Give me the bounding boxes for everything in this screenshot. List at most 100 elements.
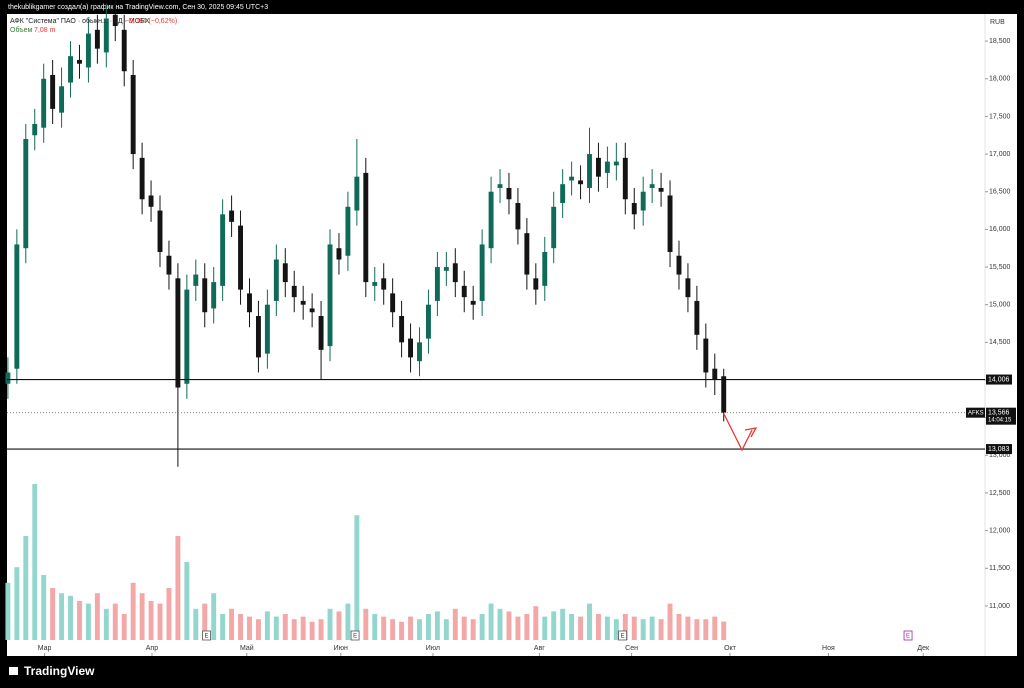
candle-body	[255, 315, 261, 358]
volume-bar	[470, 619, 476, 640]
volume-bar	[50, 588, 56, 640]
volume-bar	[658, 619, 664, 640]
volume-bar	[488, 603, 494, 640]
volume-bar	[336, 611, 342, 640]
candle-body	[148, 195, 154, 207]
volume-bar	[569, 614, 575, 640]
volume-bar	[703, 619, 709, 640]
price-change: −0,084 (−0,62%)	[125, 18, 177, 25]
last-price-label: 13,566	[988, 410, 1010, 417]
candle-body	[23, 139, 29, 249]
volume-bar	[77, 601, 82, 640]
candle-body	[139, 157, 145, 200]
candle-body	[59, 86, 65, 113]
volume-bar	[103, 608, 109, 640]
logo-mark	[9, 667, 18, 675]
candle-body	[569, 176, 575, 181]
candle-body	[479, 244, 485, 301]
volume-bar	[291, 619, 297, 640]
volume-bar	[649, 616, 655, 640]
volume-bar	[121, 614, 127, 640]
candle-body	[112, 14, 118, 27]
candle-body	[121, 29, 127, 72]
volume-title: Объем	[10, 26, 32, 34]
volume-bar	[390, 619, 396, 640]
volume-bar	[5, 582, 11, 640]
candle-body	[41, 78, 47, 128]
volume-bar	[139, 593, 145, 640]
candle-body	[85, 33, 91, 68]
volume-bar	[622, 614, 628, 640]
event-marker	[350, 630, 360, 641]
candle-body	[354, 176, 360, 211]
x-tick-label: Авг	[534, 645, 545, 652]
candle-body	[470, 300, 476, 305]
volume-bar	[175, 536, 181, 640]
candle-body	[103, 18, 109, 53]
candle-body	[399, 315, 405, 343]
candle-body	[712, 368, 718, 380]
volume-bar	[238, 614, 243, 640]
candle-body	[211, 282, 217, 309]
volume-bar	[363, 608, 369, 640]
volume-bar	[354, 515, 360, 640]
candle-body	[68, 56, 73, 83]
candle-body	[202, 278, 208, 313]
volume-bar	[425, 614, 431, 640]
symbol-label: AFKS	[968, 410, 984, 416]
volume-bar	[408, 616, 414, 640]
x-tick-label: Дек	[917, 645, 930, 652]
candle-body	[77, 59, 82, 64]
volume-bar	[112, 603, 118, 640]
candle-body	[184, 289, 190, 384]
y-tick-label: 11,000	[989, 603, 1010, 610]
candle-body	[390, 293, 396, 313]
x-tick-label: Ноя	[822, 645, 835, 652]
candle-body	[363, 172, 369, 283]
currency: RUB	[990, 19, 1005, 26]
x-tick-label: Сен	[625, 645, 638, 652]
level-label-bg	[986, 444, 1012, 455]
y-tick-label: 16,000	[989, 226, 1011, 233]
event-label: E	[353, 634, 357, 640]
volume-bar	[685, 616, 691, 640]
candle-body	[318, 315, 324, 350]
chart-area	[7, 14, 1017, 656]
volume-bar	[479, 614, 485, 640]
volume-bar	[461, 616, 467, 640]
candle-body	[452, 263, 458, 283]
y-tick-label: 14,500	[989, 339, 1011, 346]
candle-body	[533, 278, 539, 290]
volume-bar	[676, 614, 682, 640]
candle-body	[32, 123, 38, 136]
candle-body	[14, 244, 20, 369]
caption: thekublikgamer создал(а) график на Tradi…	[8, 4, 268, 11]
x-tick-label: Окт	[724, 645, 737, 652]
x-tick-label: Мар	[38, 645, 52, 652]
candle-body	[721, 376, 727, 413]
volume-bar	[417, 619, 422, 640]
candle-body	[327, 244, 333, 347]
candle-body	[345, 206, 351, 256]
symbol-bg	[966, 407, 985, 418]
candle-body	[417, 342, 422, 362]
candle-body	[247, 293, 252, 313]
last-price-bg	[986, 407, 1016, 425]
volume-bar	[533, 606, 539, 640]
volume-bar	[578, 616, 584, 640]
candle-body	[273, 259, 279, 301]
volume-bar	[640, 619, 646, 640]
candle-body	[613, 161, 619, 166]
level-label-bg	[986, 374, 1012, 385]
volume-bar	[300, 616, 306, 640]
candle-body	[336, 248, 342, 260]
candle-body	[595, 157, 601, 177]
candle-body	[631, 203, 637, 215]
volume-bar	[273, 616, 279, 640]
candle-body	[461, 285, 467, 298]
candle-body	[506, 187, 512, 200]
volume-bar	[542, 616, 548, 640]
candle-body	[264, 304, 270, 354]
volume-bar	[220, 614, 226, 640]
